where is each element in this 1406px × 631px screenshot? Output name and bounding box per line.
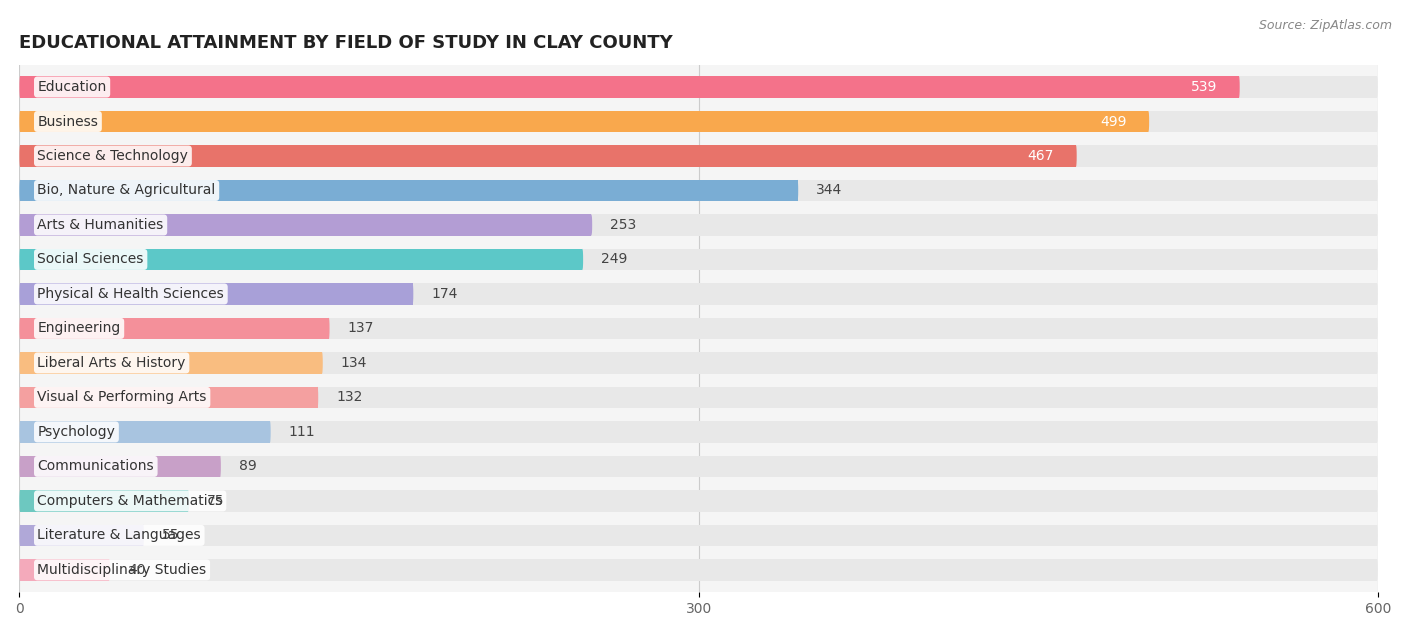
Text: 111: 111 xyxy=(288,425,315,439)
FancyBboxPatch shape xyxy=(20,76,1376,98)
Text: 174: 174 xyxy=(432,287,458,301)
Text: Science & Technology: Science & Technology xyxy=(38,149,188,163)
Text: 40: 40 xyxy=(128,563,146,577)
Text: 137: 137 xyxy=(347,321,374,336)
FancyBboxPatch shape xyxy=(20,180,1376,201)
Text: Arts & Humanities: Arts & Humanities xyxy=(38,218,163,232)
FancyBboxPatch shape xyxy=(20,111,1376,133)
Text: 539: 539 xyxy=(1191,80,1218,94)
FancyBboxPatch shape xyxy=(20,145,1376,167)
FancyBboxPatch shape xyxy=(20,525,1376,546)
FancyBboxPatch shape xyxy=(20,525,143,546)
Text: Source: ZipAtlas.com: Source: ZipAtlas.com xyxy=(1258,19,1392,32)
Text: 253: 253 xyxy=(610,218,637,232)
FancyBboxPatch shape xyxy=(20,422,1376,442)
Text: Multidisciplinary Studies: Multidisciplinary Studies xyxy=(38,563,207,577)
FancyBboxPatch shape xyxy=(20,559,1376,581)
FancyBboxPatch shape xyxy=(20,387,318,408)
FancyBboxPatch shape xyxy=(20,559,110,581)
Text: 467: 467 xyxy=(1028,149,1054,163)
FancyBboxPatch shape xyxy=(20,352,322,374)
Text: Education: Education xyxy=(38,80,107,94)
Text: 344: 344 xyxy=(817,184,842,198)
Text: Engineering: Engineering xyxy=(38,321,121,336)
Text: 499: 499 xyxy=(1099,114,1126,129)
Text: Psychology: Psychology xyxy=(38,425,115,439)
FancyBboxPatch shape xyxy=(20,249,582,270)
Text: 75: 75 xyxy=(207,494,225,508)
FancyBboxPatch shape xyxy=(20,387,1376,408)
Text: Computers & Mathematics: Computers & Mathematics xyxy=(38,494,224,508)
FancyBboxPatch shape xyxy=(20,318,1376,339)
Text: Bio, Nature & Agricultural: Bio, Nature & Agricultural xyxy=(38,184,215,198)
Text: 134: 134 xyxy=(340,356,367,370)
Text: Communications: Communications xyxy=(38,459,155,473)
Text: 55: 55 xyxy=(162,528,180,543)
FancyBboxPatch shape xyxy=(20,180,797,201)
FancyBboxPatch shape xyxy=(20,456,221,477)
Text: 249: 249 xyxy=(602,252,627,266)
FancyBboxPatch shape xyxy=(20,422,270,442)
FancyBboxPatch shape xyxy=(20,145,1076,167)
FancyBboxPatch shape xyxy=(20,76,1239,98)
FancyBboxPatch shape xyxy=(20,215,1376,235)
FancyBboxPatch shape xyxy=(20,352,1376,374)
Text: Social Sciences: Social Sciences xyxy=(38,252,143,266)
FancyBboxPatch shape xyxy=(20,456,1376,477)
Text: Literature & Languages: Literature & Languages xyxy=(38,528,201,543)
FancyBboxPatch shape xyxy=(20,283,1376,305)
FancyBboxPatch shape xyxy=(20,318,329,339)
Text: EDUCATIONAL ATTAINMENT BY FIELD OF STUDY IN CLAY COUNTY: EDUCATIONAL ATTAINMENT BY FIELD OF STUDY… xyxy=(20,34,673,52)
Text: Business: Business xyxy=(38,114,98,129)
FancyBboxPatch shape xyxy=(20,490,1376,512)
Text: 89: 89 xyxy=(239,459,257,473)
FancyBboxPatch shape xyxy=(20,111,1149,133)
FancyBboxPatch shape xyxy=(20,490,188,512)
FancyBboxPatch shape xyxy=(20,283,412,305)
Text: Physical & Health Sciences: Physical & Health Sciences xyxy=(38,287,224,301)
Text: 132: 132 xyxy=(336,391,363,404)
FancyBboxPatch shape xyxy=(20,215,592,235)
Text: Liberal Arts & History: Liberal Arts & History xyxy=(38,356,186,370)
FancyBboxPatch shape xyxy=(20,249,1376,270)
Text: Visual & Performing Arts: Visual & Performing Arts xyxy=(38,391,207,404)
